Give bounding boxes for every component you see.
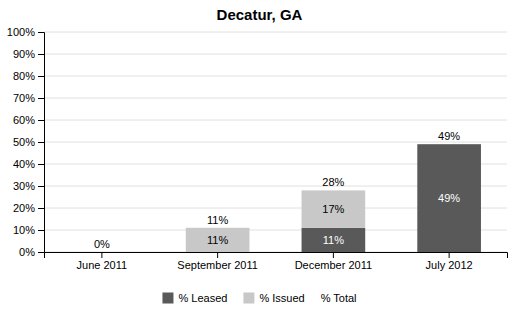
bar xyxy=(417,144,481,252)
legend-swatch xyxy=(243,293,254,304)
tick-label: 10% xyxy=(13,224,35,236)
tick-mark xyxy=(38,164,44,165)
grid xyxy=(44,32,507,252)
tick-mark xyxy=(38,32,44,33)
data-labels: 11% 49% 11% 17% 0% 11% 28% 49% xyxy=(94,130,460,250)
tick: 80% xyxy=(13,70,44,82)
total-label: 49% xyxy=(438,130,460,142)
tick-mark xyxy=(38,230,44,231)
legend: % Leased % Issued % Total xyxy=(162,292,356,304)
tick-label: September 2011 xyxy=(177,259,258,271)
bar xyxy=(302,190,366,227)
bar xyxy=(302,228,366,252)
tick: December 2011 xyxy=(295,252,372,271)
tick: 20% xyxy=(13,202,44,214)
data-label: 11% xyxy=(207,234,228,246)
tick-mark xyxy=(217,252,218,258)
grid-line xyxy=(44,98,507,99)
total-label: 11% xyxy=(207,214,228,226)
tick-mark xyxy=(449,252,450,258)
y-axis: 0% 10% 20% 30% 40% 50% 60% 70% 80% 90% 100% xyxy=(7,26,45,258)
tick: 50% xyxy=(13,136,44,148)
legend-item: % Issued xyxy=(243,292,304,304)
tick-mark xyxy=(38,54,44,55)
legend-label: % Leased xyxy=(178,292,227,304)
tick: 10% xyxy=(13,224,44,236)
grid-line xyxy=(44,54,507,55)
tick-mark xyxy=(101,252,102,258)
series-bars xyxy=(302,144,481,252)
tick: 30% xyxy=(13,180,44,192)
tick: July 2012 xyxy=(426,252,473,271)
tick-label: 40% xyxy=(13,158,35,170)
legend-item: % Leased xyxy=(162,292,227,304)
tick-label: 30% xyxy=(13,180,35,192)
legend-label: % Issued xyxy=(259,292,304,304)
legend-label: % Total xyxy=(321,292,357,304)
tick-mark xyxy=(38,98,44,99)
tick-mark xyxy=(333,252,334,258)
bars xyxy=(186,144,481,252)
tick-label: 80% xyxy=(13,70,35,82)
tick-mark xyxy=(38,120,44,121)
tick: 70% xyxy=(13,92,44,104)
total-label: 0% xyxy=(94,238,110,250)
bar xyxy=(70,252,134,253)
tick-mark xyxy=(38,208,44,209)
data-label: 17% xyxy=(322,203,344,215)
series-bars xyxy=(186,190,365,252)
x-axis: June 2011 September 2011 December 2011 July… xyxy=(45,252,508,271)
tick-label: December 2011 xyxy=(295,259,372,271)
plot: 11% 49% 11% 17% 0% 11% 28% 49% 0% 10% 20% 30% 40% 50%… xyxy=(7,26,508,271)
tick-label: 50% xyxy=(13,136,35,148)
total-label: 28% xyxy=(322,176,344,188)
tick-mark xyxy=(38,142,44,143)
tick: September 2011 xyxy=(177,252,258,271)
tick-label: June 2011 xyxy=(77,259,128,271)
tick: 60% xyxy=(13,114,44,126)
legend-swatch xyxy=(162,293,173,304)
axis-domain xyxy=(38,33,45,253)
bar xyxy=(70,252,134,253)
axis-domain xyxy=(45,253,508,259)
grid-line xyxy=(44,32,507,33)
tick-label: 60% xyxy=(13,114,35,126)
tick: 0% xyxy=(19,246,44,258)
data-label: 11% xyxy=(323,234,344,246)
bar xyxy=(417,144,481,145)
bar xyxy=(186,228,250,252)
tick-label: 20% xyxy=(13,202,35,214)
tick-mark xyxy=(38,76,44,77)
title: Decatur, GA xyxy=(217,6,303,23)
tick-label: 0% xyxy=(19,246,35,258)
tick-label: 100% xyxy=(7,26,35,38)
tick-mark xyxy=(38,252,44,253)
tick: 40% xyxy=(13,158,44,170)
grid-line xyxy=(44,76,507,77)
tick: 90% xyxy=(13,48,44,60)
tick-label: July 2012 xyxy=(426,259,473,271)
tick-mark xyxy=(38,186,44,187)
tick-label: 90% xyxy=(13,48,35,60)
tick-label: 70% xyxy=(13,92,35,104)
data-label: 49% xyxy=(438,192,460,204)
legend-item: % Total xyxy=(321,292,357,304)
chart: Decatur, GA 11% 49% 11% 17% 0% 11% 28% 49% 0% 10% 2… xyxy=(0,0,519,312)
grid-line xyxy=(44,120,507,121)
tick: June 2011 xyxy=(77,252,128,271)
tick: 100% xyxy=(7,26,44,38)
